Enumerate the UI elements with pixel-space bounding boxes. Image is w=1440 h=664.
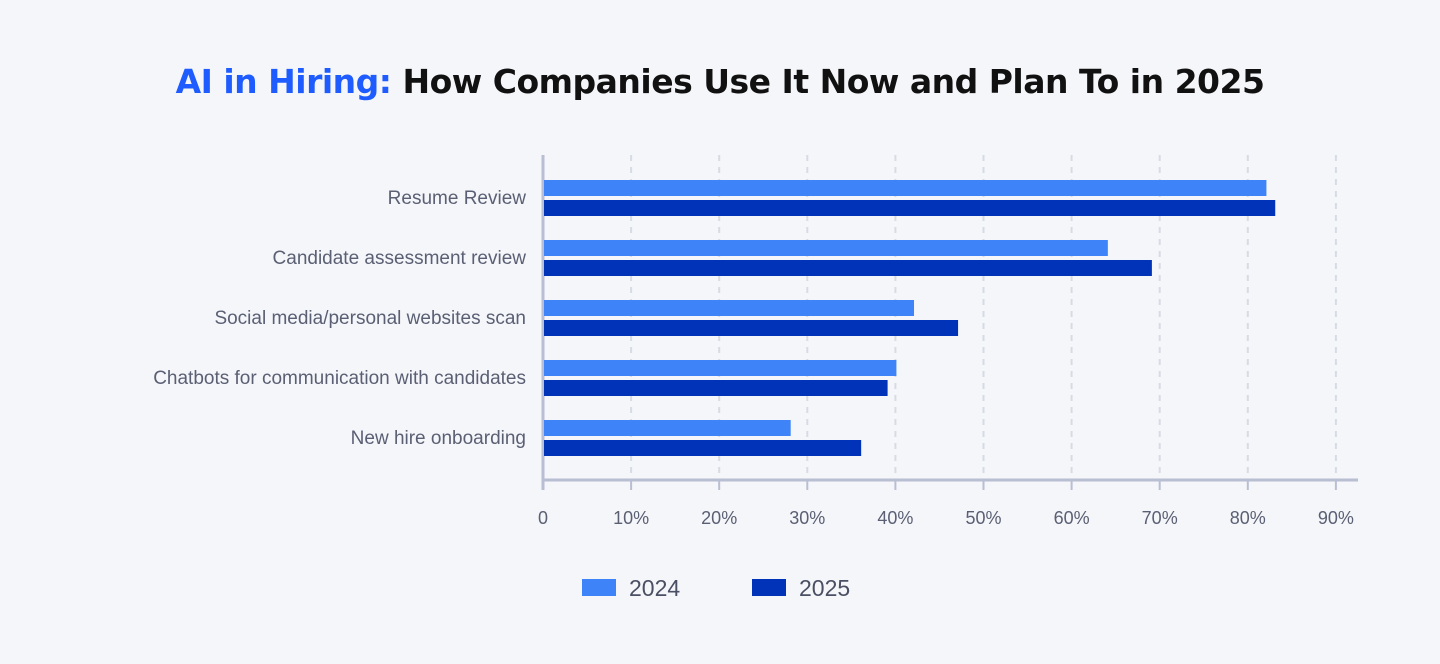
bar-2025 (544, 200, 1276, 216)
category-label: Social media/personal websites scan (214, 308, 526, 329)
category-label: New hire onboarding (351, 428, 526, 449)
chart-title: AI in Hiring: How Companies Use It Now a… (0, 62, 1440, 101)
title-accent: AI in Hiring: (175, 62, 392, 101)
x-tick-label: 30% (789, 508, 825, 528)
legend-label-2024: 2024 (629, 575, 680, 601)
x-tick-label: 60% (1054, 508, 1090, 528)
category-label: Candidate assessment review (273, 248, 527, 269)
bar-2024 (544, 360, 897, 376)
bar-2025 (544, 260, 1152, 276)
category-label: Resume Review (388, 188, 527, 209)
x-tick-label: 0 (538, 508, 548, 528)
x-tick-label: 40% (877, 508, 913, 528)
bar-2024 (544, 420, 791, 436)
x-tick-label: 90% (1318, 508, 1354, 528)
x-tick-label: 10% (613, 508, 649, 528)
bar-2025 (544, 320, 959, 336)
x-tick-label: 50% (965, 508, 1001, 528)
bar-2025 (544, 380, 888, 396)
x-tick-label: 80% (1230, 508, 1266, 528)
title-rest: How Companies Use It Now and Plan To in … (402, 62, 1265, 101)
category-label: Chatbots for communication with candidat… (153, 368, 526, 389)
legend-label-2025: 2025 (799, 575, 850, 601)
bar-2024 (544, 240, 1108, 256)
bar-2024 (544, 300, 915, 316)
bar-2024 (544, 180, 1267, 196)
legend-swatch-2024 (582, 579, 616, 596)
legend-swatch-2025 (752, 579, 786, 596)
x-tick-label: 70% (1142, 508, 1178, 528)
bar-2025 (544, 440, 862, 456)
x-tick-label: 20% (701, 508, 737, 528)
